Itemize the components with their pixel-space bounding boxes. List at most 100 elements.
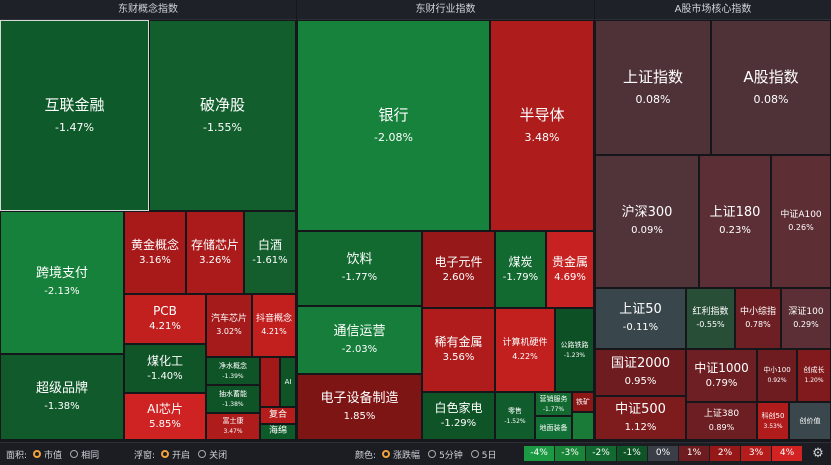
tile-change: -1.55% [203, 121, 242, 134]
heatmap-tile[interactable]: 地面装备 [535, 416, 572, 440]
tile-change: -1.23% [563, 351, 586, 359]
tile-change: 0.89% [708, 422, 735, 432]
heatmap-tile[interactable]: 上证50 -0.11% [595, 288, 686, 349]
heatmap-tile[interactable]: 汽车芯片 3.02% [206, 294, 252, 357]
color-radio-5day[interactable] [470, 450, 479, 458]
heatmap-tile[interactable]: 跨境支付 -2.13% [0, 211, 124, 354]
heatmap-tile[interactable]: 净水概念 -1.39% [206, 357, 260, 385]
heatmap-tile[interactable]: 白色家电 -1.29% [422, 392, 495, 440]
heatmap-tile[interactable]: 白酒 -1.61% [244, 211, 296, 294]
tile-change: 0.92% [767, 377, 787, 385]
color-option-5day[interactable]: 5日 [481, 450, 497, 461]
heatmap-tile[interactable]: 半导体 3.48% [490, 20, 594, 231]
tile-name: 中证500 [615, 401, 666, 417]
tile-name: 白色家电 [434, 401, 483, 416]
tile-change: 0.26% [788, 223, 814, 233]
tile-change: -2.13% [44, 286, 80, 298]
heatmap-tile[interactable]: PCB 4.21% [124, 294, 206, 344]
heatmap-tile[interactable]: 中小100 0.92% [757, 349, 797, 402]
heatmap-tile[interactable]: 营销服务 -1.77% [535, 392, 572, 416]
heatmap-tile[interactable]: 深证100 0.29% [781, 288, 831, 349]
heatmap-tile[interactable]: 黄金概念 3.16% [124, 211, 186, 294]
tile-name: 超级品牌 [35, 380, 88, 396]
area-radio-equal[interactable] [70, 450, 79, 458]
tile-name: 汽车芯片 [210, 313, 247, 324]
heatmap-tile[interactable]: 中小综指 0.78% [735, 288, 781, 349]
panel-title: 东财行业指数 [297, 0, 594, 20]
gear-icon[interactable]: ⚙ [812, 446, 824, 461]
heatmap-tile[interactable]: 中证1000 0.79% [686, 349, 757, 402]
tile-change: 3.56% [442, 352, 475, 364]
heatmap-tile[interactable]: 沪深300 0.09% [595, 155, 699, 288]
tile-change: -1.29% [440, 418, 477, 430]
tile-change: -0.11% [622, 322, 659, 334]
tile-name: PCB [153, 304, 177, 319]
tile-name: 营销服务 [539, 394, 568, 403]
heatmap-tile[interactable]: 饮料 -1.77% [297, 231, 422, 306]
tile-name: 跨境支付 [35, 266, 88, 282]
heatmap-tile[interactable]: 互联金融 -1.47% [0, 20, 149, 211]
heatmap-tile[interactable]: 中证500 1.12% [595, 396, 686, 440]
heatmap-tile[interactable]: 中证A100 0.26% [771, 155, 831, 288]
tile-name: 科创50 [761, 411, 785, 420]
legend-swatch: 3% [741, 446, 771, 461]
tile-name: 贵金属 [551, 254, 588, 269]
float-radio-on[interactable] [161, 450, 170, 458]
heatmap-tile[interactable]: 创价值 [789, 402, 831, 440]
heatmap-tile[interactable]: AI [280, 357, 296, 407]
heatmap-tile[interactable]: 稀有金属 3.56% [422, 308, 495, 392]
heatmap-tile[interactable]: 科创50 3.53% [757, 402, 789, 440]
float-option-off[interactable]: 关闭 [209, 450, 228, 461]
area-label: 面积: [6, 450, 28, 461]
area-option-market-cap[interactable]: 市值 [44, 450, 63, 461]
heatmap-tile[interactable]: 公路铁路 -1.23% [555, 308, 594, 392]
heatmap-tile[interactable]: 红利指数 -0.55% [686, 288, 735, 349]
tile-name: 煤化工 [146, 353, 183, 368]
tile-name: 上证50 [619, 302, 662, 318]
heatmap-tile[interactable]: 通信运营 -2.03% [297, 306, 422, 374]
color-radio-change[interactable] [382, 450, 391, 458]
heatmap-tile[interactable]: 贵金属 4.69% [546, 231, 594, 308]
tile-name: 电子设备制造 [320, 390, 399, 406]
panel-title: A股市场核心指数 [595, 0, 831, 20]
heatmap-tile[interactable]: 存储芯片 3.26% [186, 211, 244, 294]
tile-name: 零售 [508, 406, 522, 415]
tile-change: -1.40% [147, 370, 183, 382]
heatmap-tile[interactable]: 零售 -1.52% [495, 392, 535, 440]
tile-name: 复合 [268, 409, 287, 420]
heatmap-tile[interactable]: 超级品牌 -1.38% [0, 354, 124, 440]
heatmap-tile[interactable]: 上证180 0.23% [699, 155, 771, 288]
heatmap-tile[interactable]: 煤炭 -1.79% [495, 231, 546, 308]
heatmap-tile[interactable] [260, 357, 280, 407]
heatmap-tile[interactable]: 银行 -2.08% [297, 20, 490, 231]
float-radio-off[interactable] [198, 450, 207, 458]
tile-name: 银行 [378, 106, 409, 125]
heatmap-tile[interactable]: 富士康 3.47% [206, 413, 260, 440]
float-option-on[interactable]: 开启 [172, 450, 191, 461]
color-radio-5min[interactable] [428, 450, 437, 458]
legend-swatch: 2% [710, 446, 740, 461]
heatmap-tile[interactable]: 抽水蓄能 -1.38% [206, 385, 260, 413]
heatmap-tile[interactable]: 破净股 -1.55% [149, 20, 296, 211]
area-option-equal[interactable]: 相同 [81, 450, 100, 461]
heatmap-tile[interactable]: 海绵 [260, 424, 296, 440]
heatmap-tile[interactable]: 上证380 0.89% [686, 402, 757, 440]
heatmap-tile[interactable]: 计算机硬件 4.22% [495, 308, 555, 392]
color-option-5min[interactable]: 5分钟 [439, 450, 463, 461]
tile-change: -1.77% [542, 405, 565, 413]
heatmap-tile[interactable]: 电子设备制造 1.85% [297, 374, 422, 440]
heatmap-tile[interactable]: 国证2000 0.95% [595, 349, 686, 396]
heatmap-tile[interactable]: 铁矿 [572, 392, 594, 412]
heatmap-tile[interactable] [572, 412, 594, 440]
heatmap-tile[interactable]: 创成长 1.20% [797, 349, 831, 402]
heatmap-tile[interactable]: 电子元件 2.60% [422, 231, 495, 308]
tile-name: 计算机硬件 [502, 338, 548, 349]
heatmap-tile[interactable]: 抖音概念 4.21% [252, 294, 296, 357]
color-option-change[interactable]: 涨跌幅 [393, 450, 421, 461]
heatmap-tile[interactable]: 煤化工 -1.40% [124, 344, 206, 393]
heatmap-tile[interactable]: 复合 [260, 407, 296, 424]
heatmap-tile[interactable]: 上证指数 0.08% [595, 20, 711, 155]
area-radio-market-cap[interactable] [33, 450, 42, 458]
heatmap-tile[interactable]: A股指数 0.08% [711, 20, 831, 155]
heatmap-tile[interactable]: AI芯片 5.85% [124, 393, 206, 440]
